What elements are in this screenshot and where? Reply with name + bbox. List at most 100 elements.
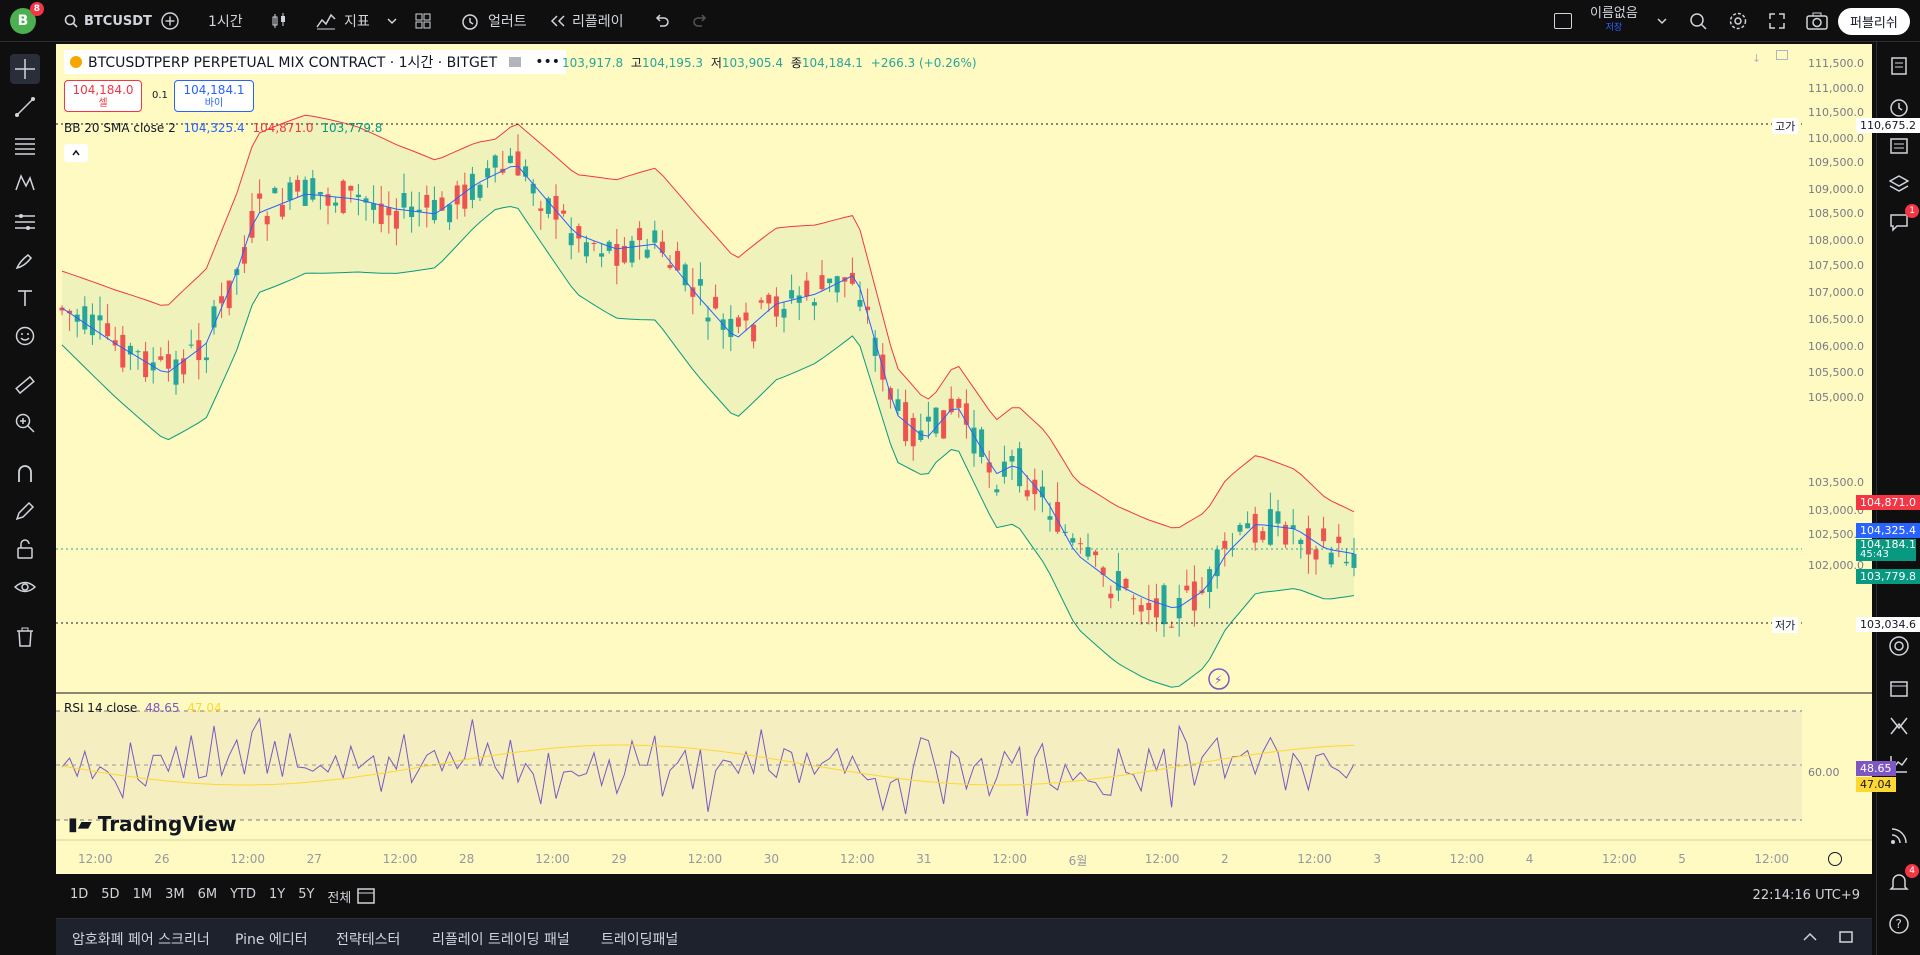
alarm-clock-icon: [462, 14, 478, 30]
remove-drawings-tool[interactable]: [10, 622, 40, 652]
range-button[interactable]: 6M: [197, 887, 218, 902]
measure-tool[interactable]: [10, 370, 40, 400]
avatar[interactable]: B 8: [10, 0, 44, 42]
quick-search-button[interactable]: [1688, 0, 1708, 42]
alerts-panel-button[interactable]: [1885, 94, 1913, 122]
more-icon[interactable]: •••: [535, 54, 560, 70]
brush-tool[interactable]: [10, 245, 40, 275]
candle-body: [340, 180, 346, 213]
tab-trading-panel[interactable]: 트레이딩패널: [601, 932, 679, 948]
redo-button[interactable]: [692, 0, 708, 42]
replay-button[interactable]: 리플레이: [550, 0, 624, 42]
layout-name-button[interactable]: 이름없음 저장: [1590, 0, 1638, 42]
trend-line-icon: [15, 97, 35, 117]
lock-tool[interactable]: [10, 534, 40, 564]
pattern-tool[interactable]: [10, 168, 40, 198]
settings-button[interactable]: [1728, 0, 1748, 42]
price-chart[interactable]: ⚡: [56, 44, 1872, 874]
compare-symbol-button[interactable]: [160, 0, 180, 42]
flag-icon[interactable]: [509, 57, 522, 67]
range-button[interactable]: 1M: [132, 887, 153, 902]
calendar-button[interactable]: [1885, 674, 1913, 702]
indicators-dropdown[interactable]: [386, 0, 398, 42]
candle-body: [583, 242, 589, 257]
select-checkbox[interactable]: [1554, 0, 1572, 42]
tab-pine-editor[interactable]: Pine 에디터: [235, 932, 308, 948]
rsi-legend[interactable]: RSI 14 close 48.65 47.04: [64, 701, 222, 715]
fib-tool[interactable]: [10, 131, 40, 161]
tab-strategy-tester[interactable]: 전략테스터: [336, 932, 401, 948]
clock-display[interactable]: 22:14:16 UTC+9: [1752, 888, 1860, 903]
lock-open-icon: [17, 539, 33, 559]
tab-screener[interactable]: 암호화폐 페어 스크리너: [72, 932, 210, 948]
indicators-button[interactable]: 지표: [316, 0, 370, 42]
time-tick-label: 12:00: [535, 852, 570, 866]
layout-dropdown[interactable]: [1656, 0, 1668, 42]
fullscreen-button[interactable]: [1768, 0, 1786, 42]
candle-body: [295, 179, 301, 192]
candle-body: [599, 253, 605, 257]
range-button[interactable]: 1D: [70, 887, 89, 902]
notifications-button[interactable]: 4: [1885, 864, 1919, 896]
candle-body: [659, 241, 665, 253]
data-window-button[interactable]: [1885, 132, 1913, 160]
candle-body: [165, 354, 171, 369]
object-tree-button[interactable]: [1885, 170, 1913, 198]
interval-button[interactable]: 1시간: [208, 0, 243, 42]
range-button[interactable]: 전체: [327, 891, 352, 906]
text-icon: [18, 290, 32, 306]
chats-button[interactable]: 1: [1885, 204, 1919, 236]
chart-type-button[interactable]: [270, 0, 288, 42]
range-button[interactable]: 5Y: [298, 887, 315, 902]
undo-button[interactable]: [654, 0, 670, 42]
svg-text:?: ?: [1896, 917, 1902, 931]
axis-settings-icon[interactable]: [1828, 852, 1842, 866]
range-button[interactable]: 1Y: [268, 887, 286, 902]
candle-body: [454, 185, 460, 205]
tradingview-watermark[interactable]: ▮▰ TradingView: [68, 812, 236, 836]
sell-button[interactable]: 104,184.0 셀: [64, 80, 142, 112]
crosshair-tool[interactable]: [10, 54, 40, 84]
snapshot-button[interactable]: [1806, 0, 1828, 42]
magnet-tool[interactable]: [10, 458, 40, 488]
scroll-down-icon[interactable]: ↓: [1752, 52, 1762, 65]
range-button[interactable]: 3M: [165, 887, 185, 902]
interval-label: 1시간: [208, 14, 243, 30]
forecast-tool[interactable]: [10, 207, 40, 237]
bb-legend[interactable]: BB 20 SMA close 2 104,325.4 104,871.0 10…: [64, 121, 382, 135]
smiley-icon: [15, 326, 35, 346]
trend-line-tool[interactable]: [10, 92, 40, 122]
ideas-button[interactable]: [1885, 632, 1913, 660]
time-tick-label: 12:00: [840, 852, 875, 866]
price-tick-label: 102,500.0: [1808, 528, 1864, 541]
collapse-legend-button[interactable]: [64, 144, 88, 162]
maximize-pane-icon[interactable]: [1776, 50, 1788, 60]
text-tool[interactable]: [10, 283, 40, 313]
templates-button[interactable]: [414, 0, 432, 42]
candle-body: [857, 299, 863, 307]
streams-button[interactable]: [1885, 822, 1913, 850]
emoji-tool[interactable]: [10, 321, 40, 351]
collapse-panel-button[interactable]: [1802, 929, 1818, 948]
publish-button[interactable]: 퍼블리쉬: [1838, 0, 1910, 42]
date-range-button[interactable]: [356, 885, 376, 909]
symbol-search-button[interactable]: BTCUSDT: [64, 0, 152, 42]
symbol-legend[interactable]: BTCUSDTPERP PERPETUAL MIX CONTRACT · 1시간…: [64, 50, 566, 74]
chart-area[interactable]: ⚡ BTCUSDTPERP PERPETUAL MIX CONTRACT · 1…: [56, 44, 1920, 874]
range-button[interactable]: 5D: [101, 887, 120, 902]
range-button[interactable]: YTD: [230, 887, 256, 902]
visibility-tool[interactable]: [10, 572, 40, 602]
help-button[interactable]: ?: [1885, 910, 1913, 938]
tab-replay-panel[interactable]: 리플레이 트레이딩 패널: [432, 932, 570, 948]
maximize-panel-button[interactable]: [1838, 929, 1854, 948]
price-tick-label: 105,000.0: [1808, 391, 1864, 404]
buy-button[interactable]: 104,184.1 바이: [174, 80, 254, 112]
clock-icon: [1890, 99, 1908, 117]
candle-body: [591, 243, 597, 245]
technicals-button[interactable]: [1885, 712, 1913, 740]
watchlist-button[interactable]: [1885, 52, 1913, 80]
zoom-tool[interactable]: [10, 408, 40, 438]
drawing-mode-tool[interactable]: [10, 496, 40, 526]
alert-button[interactable]: 얼러트: [460, 0, 527, 42]
crosshair-icon: [15, 59, 35, 79]
